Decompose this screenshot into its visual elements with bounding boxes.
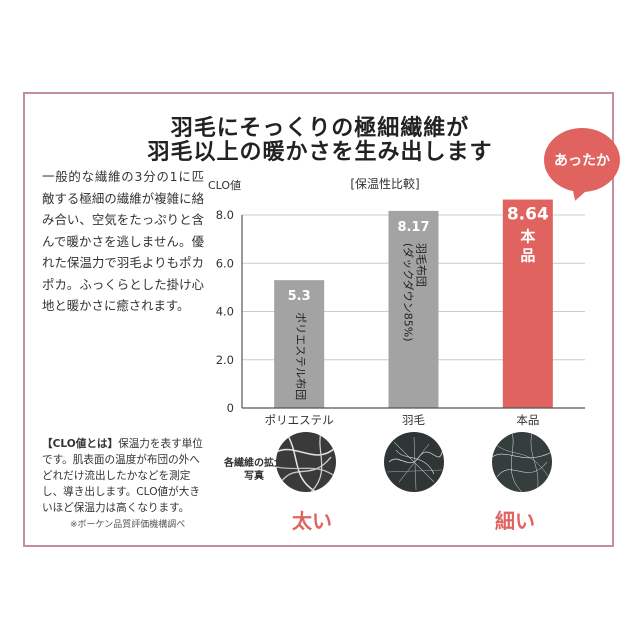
down-fiber-photo (384, 432, 444, 492)
bar-value-label: 5.3 (288, 289, 311, 304)
y-tick-label: 8.0 (216, 208, 234, 222)
bar-subtext: (ダックダウン85%) (402, 243, 416, 342)
bar (502, 199, 553, 408)
bar-text: ポリエステル布団 (294, 312, 307, 400)
clo-note: 【CLO値とは】保温力を表す単位です。肌表面の温度が布団の外へどれだけ流出したか… (42, 436, 204, 516)
x-tick-label: ポリエステル (265, 413, 334, 427)
warm-badge: あったか (544, 128, 620, 192)
bar-value-label: 8.64 (507, 205, 549, 225)
x-tick-label: 本品 (516, 413, 539, 427)
clo-note-heading: 【CLO値とは】 (42, 438, 119, 450)
headline-line-2: 羽毛以上の暖かさを生み出します (147, 140, 493, 165)
clo-bar-chart: [保温性比較] CLO値 0 2.0 4.0 6.0 8.0 5.3 ポリエステル ポリエステル布… (208, 176, 585, 427)
x-tick-label: 羽毛 (402, 413, 425, 427)
chart-title: [保温性比較] (350, 176, 419, 191)
y-tick-label: 0 (227, 401, 234, 415)
thin-label: 細い (495, 509, 535, 533)
product-fiber-photo (492, 432, 552, 492)
y-tick-label: 2.0 (216, 353, 234, 367)
bar (388, 210, 439, 408)
y-axis-label: CLO値 (208, 179, 241, 192)
bar-text-group: 羽毛布団(ダックダウン85%) (402, 243, 428, 342)
bar-text: 羽毛布団 (415, 243, 428, 287)
headline-line-1: 羽毛にそっくりの極細繊維が (170, 116, 470, 141)
bar-text-group: ポリエステル布団 (294, 312, 307, 400)
y-tick-label: 4.0 (216, 305, 234, 319)
bar (274, 280, 325, 408)
bar-text-char: 本 (520, 228, 535, 246)
description-text: 一般的な繊維の3分の1に匹敵する極細の繊維が複雑に絡み合い、空気をたっぷりと含ん… (42, 169, 204, 313)
photos-label: 各繊維の拡大写真 (224, 458, 284, 482)
bar-value-label: 8.17 (397, 220, 429, 235)
thick-label: 太い (292, 509, 332, 533)
clo-note-text: 保温力を表す単位です。肌表面の温度が布団の外へどれだけ流出したかなどを測定し、導… (42, 438, 203, 514)
source-note: ※ボーケン品質評価機構調べ (70, 520, 186, 530)
bar-text-char: 品 (520, 247, 535, 265)
y-tick-label: 6.0 (216, 256, 234, 270)
polyester-fiber-photo (276, 432, 336, 492)
